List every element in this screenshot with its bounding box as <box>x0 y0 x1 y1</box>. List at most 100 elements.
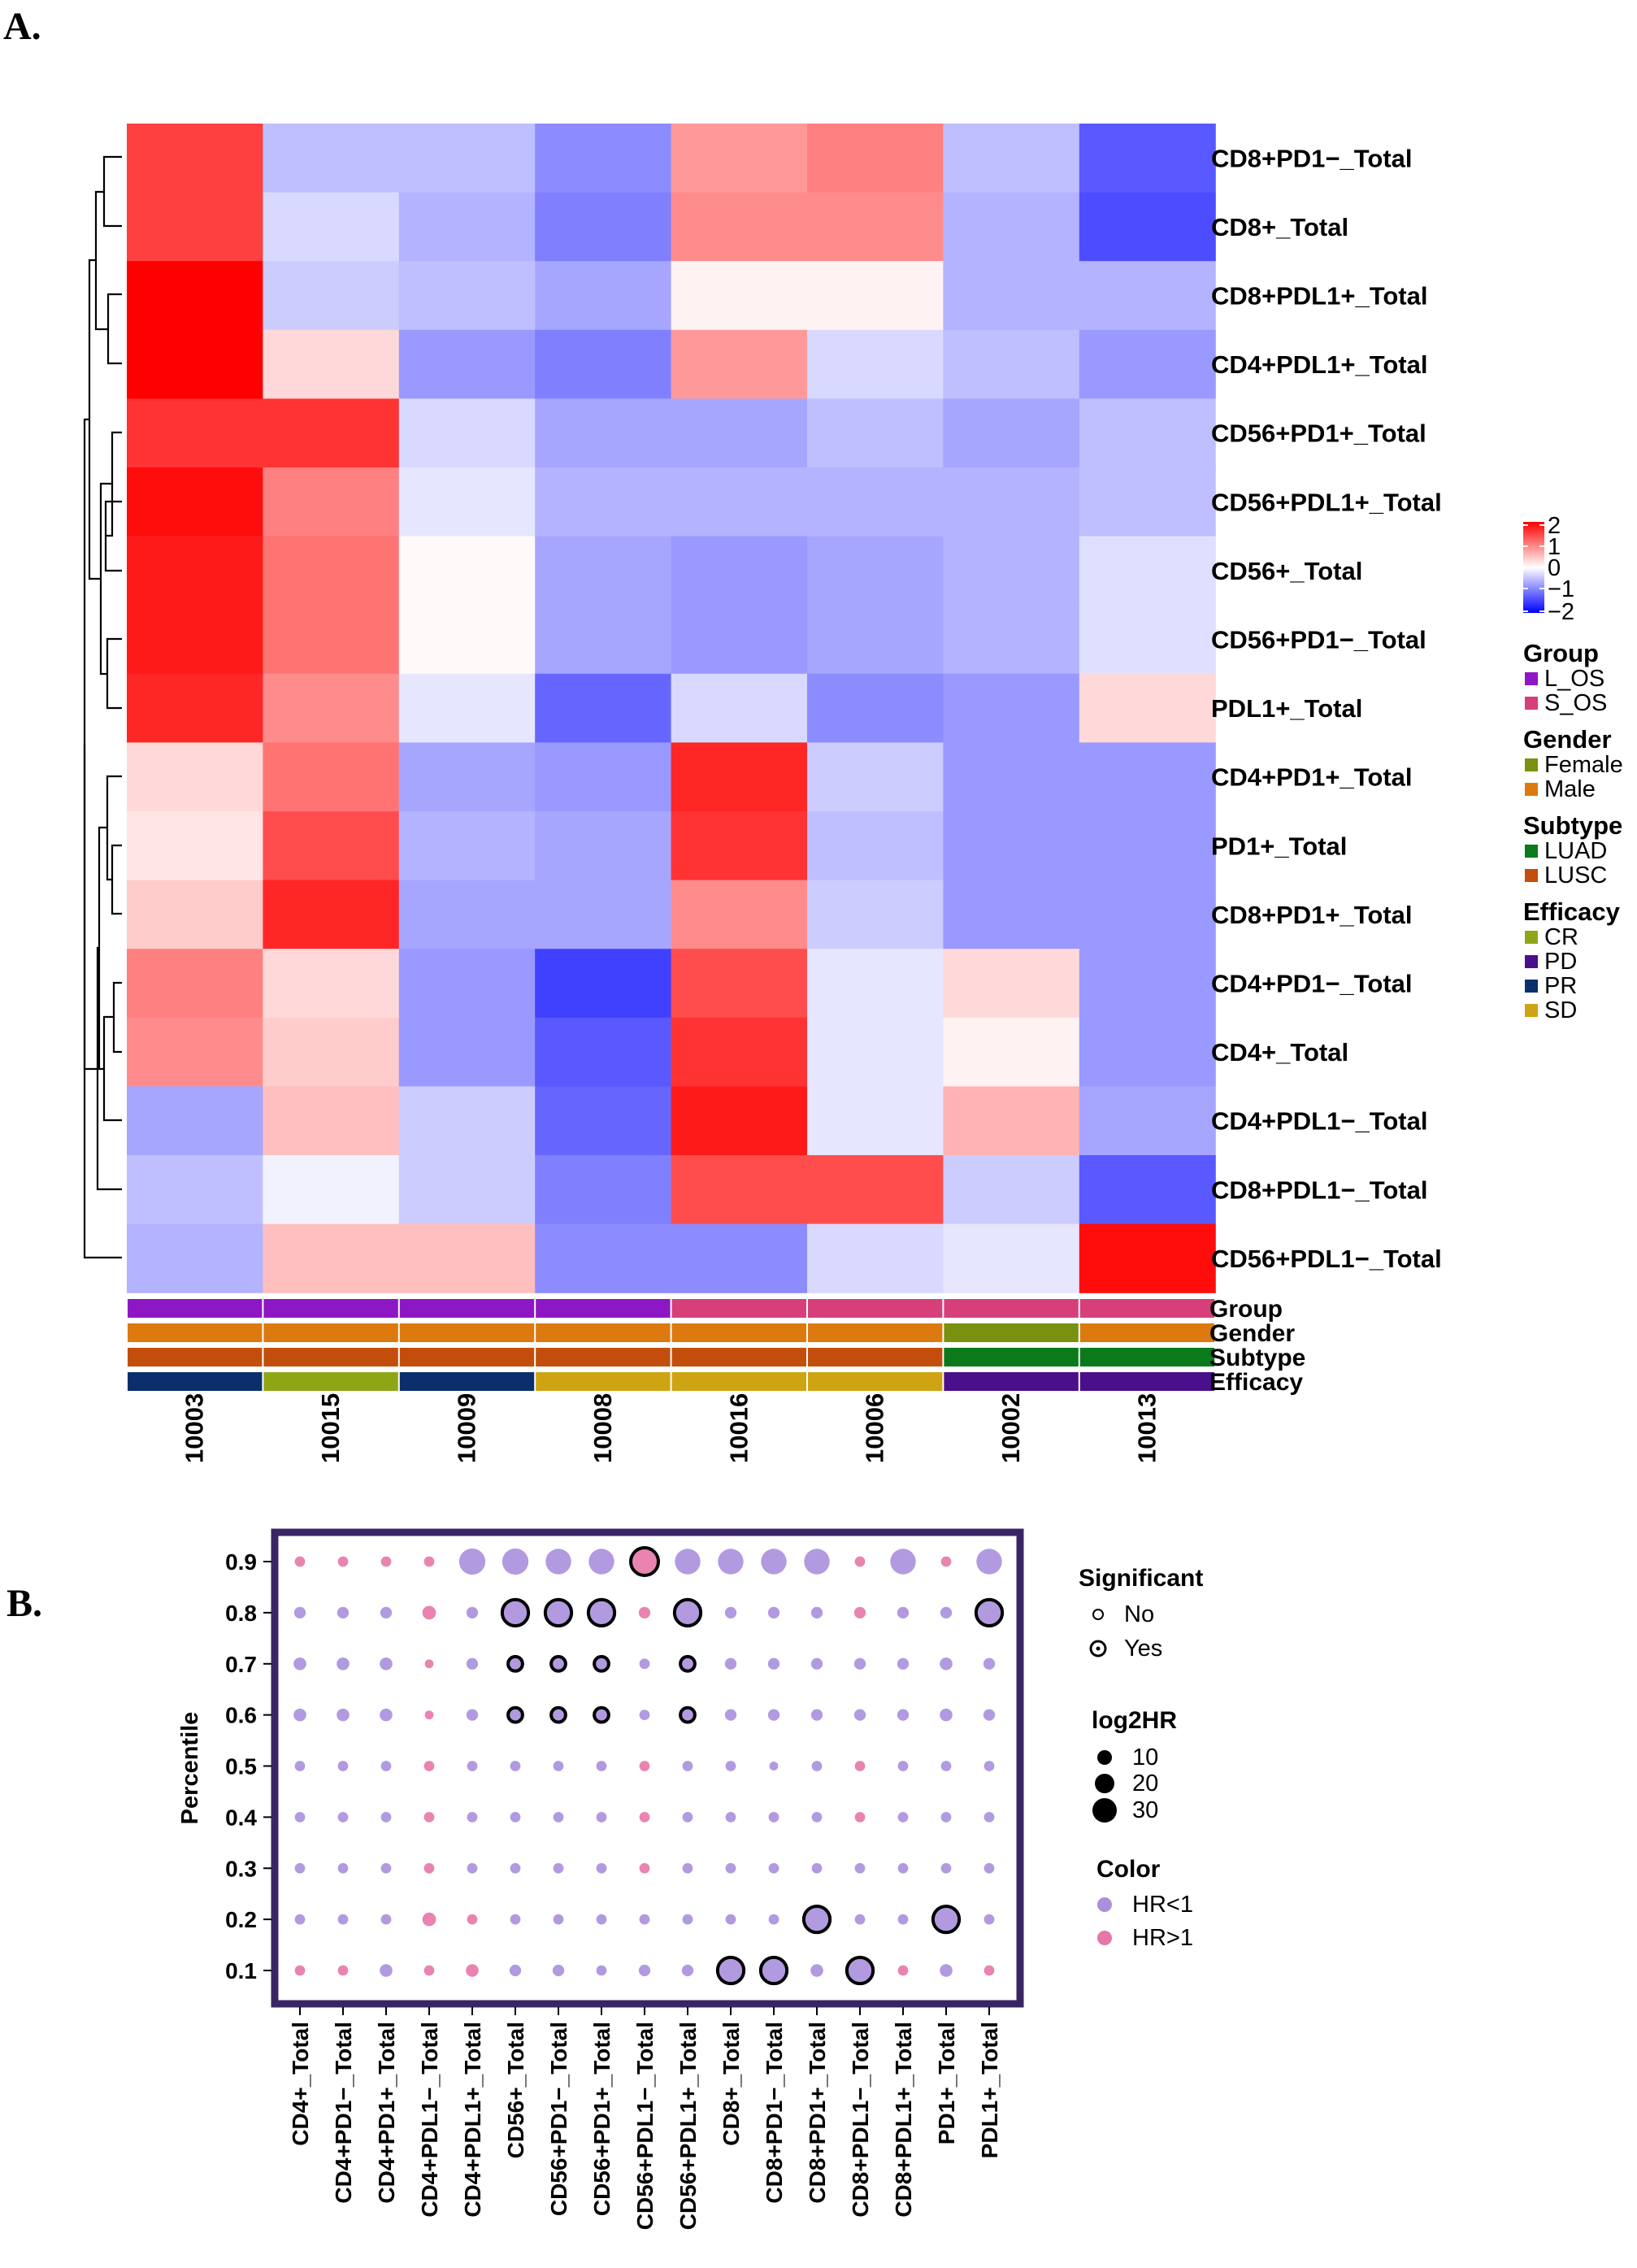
heatmap-row-label: CD8+PD1+_Total <box>1211 901 1413 929</box>
dot <box>593 1705 610 1724</box>
color-scale-label: −1 <box>1548 576 1574 602</box>
annotation-track-label: Efficacy <box>1209 1369 1303 1396</box>
dot <box>380 1606 393 1619</box>
heatmap-cell <box>263 329 400 399</box>
annotation-legend-title: Efficacy <box>1523 897 1621 926</box>
heatmap-cell <box>807 673 944 743</box>
heatmap-column-label: 10008 <box>588 1393 617 1463</box>
heatmap-cell <box>263 605 400 675</box>
heatmap-column-label: 10015 <box>316 1393 345 1463</box>
dot <box>337 1811 349 1823</box>
heatmap-row-label: CD56+PD1−_Total <box>1211 626 1426 654</box>
annotation-legend-swatch <box>1525 697 1538 710</box>
dot <box>639 1658 650 1670</box>
heatmap-cell <box>127 605 263 675</box>
heatmap-cell <box>943 467 1080 537</box>
heatmap-row-label: CD56+PD1+_Total <box>1211 419 1426 448</box>
heatmap-cell <box>263 811 400 881</box>
dot <box>467 1811 478 1823</box>
dot <box>466 1709 479 1721</box>
dot <box>510 1914 521 1925</box>
panel-label-b: B. <box>7 1582 42 1625</box>
heatmap-cell <box>263 742 400 812</box>
color-scale-label: −2 <box>1548 599 1574 625</box>
dot <box>380 1862 392 1874</box>
heatmap-cell <box>807 192 944 262</box>
heatmap-cell <box>535 1155 672 1225</box>
dot <box>767 1658 780 1670</box>
heatmap-row-label: CD56+_Total <box>1211 557 1362 585</box>
dot <box>804 1549 830 1575</box>
annotation-track-cell <box>536 1299 671 1318</box>
dot <box>596 1914 607 1925</box>
heatmap-cell <box>1079 261 1216 331</box>
heatmap-cell <box>671 673 808 743</box>
dot <box>639 1710 650 1721</box>
heatmap-cell <box>807 742 944 812</box>
heatmap-cell <box>398 398 536 468</box>
heatmap-cell <box>943 1155 1080 1225</box>
dot <box>543 1597 574 1628</box>
dot <box>853 1606 866 1619</box>
dot <box>337 1862 349 1874</box>
dot <box>854 1862 866 1874</box>
annotation-track-cell <box>808 1323 943 1342</box>
annotation-track-cell <box>808 1372 943 1391</box>
dot <box>725 1862 736 1874</box>
heatmap-cell <box>398 742 536 812</box>
dot <box>380 1708 393 1722</box>
annotation-track-cell <box>263 1323 398 1342</box>
color-scale-label: 1 <box>1548 534 1561 560</box>
heatmap-cell <box>127 811 263 881</box>
dot <box>639 1761 650 1771</box>
heatmap-cell <box>263 124 400 193</box>
dot <box>506 1705 524 1724</box>
heatmap-cell <box>398 124 536 193</box>
dot <box>940 1556 952 1567</box>
legend-size-marker <box>1092 1798 1117 1823</box>
heatmap-cell <box>807 329 944 399</box>
heatmap-cell <box>671 1086 808 1156</box>
heatmap-cell <box>671 1017 808 1087</box>
dotplot: 0.1 0.2 0.3 0.4 0.5 0.6 0.7 0.8 0.9 Percentile CD4… <box>177 1528 1024 2230</box>
heatmap-cell <box>671 605 808 675</box>
dot <box>983 1658 996 1670</box>
heatmap-cell <box>127 398 263 468</box>
dot <box>681 1964 694 1977</box>
heatmap-cell <box>127 467 263 537</box>
dot <box>940 1964 953 1977</box>
heatmap-cell <box>671 1223 808 1293</box>
legend-size-marker <box>1095 1774 1114 1793</box>
dot <box>423 1556 435 1567</box>
dot <box>767 1606 780 1619</box>
legend-title-color: Color <box>1096 1856 1161 1883</box>
legend-sig-label: Yes <box>1124 1636 1162 1662</box>
dot <box>639 1862 650 1874</box>
annotation-track-cell <box>944 1299 1079 1318</box>
color-scale-label: 0 <box>1548 555 1561 581</box>
heatmap-cell <box>535 880 672 949</box>
dot <box>984 1965 995 1976</box>
annotation-legend-swatch <box>1525 980 1538 993</box>
color-scale-label: 2 <box>1548 513 1561 539</box>
dot <box>466 1658 479 1670</box>
x-tick-label: CD4+PD1+_Total <box>374 2022 399 2204</box>
y-tick-label: 0.7 <box>225 1652 257 1677</box>
heatmap-cell <box>807 1223 944 1293</box>
heatmap-cell <box>1079 742 1216 812</box>
heatmap-cell <box>535 398 672 468</box>
annotation-track-cell <box>399 1348 535 1366</box>
dot <box>552 1964 565 1977</box>
heatmap-cell <box>1079 1017 1216 1087</box>
x-tick-label: PD1+_Total <box>934 2022 959 2144</box>
dot <box>931 1904 962 1935</box>
y-tick-label: 0.4 <box>225 1805 257 1830</box>
annotation-track-cell <box>671 1372 806 1391</box>
annotation-tracks <box>128 1299 1215 1391</box>
dot <box>890 1549 916 1575</box>
dot <box>897 1709 910 1721</box>
dot <box>854 1811 866 1823</box>
legend-size-label: 30 <box>1132 1797 1158 1823</box>
